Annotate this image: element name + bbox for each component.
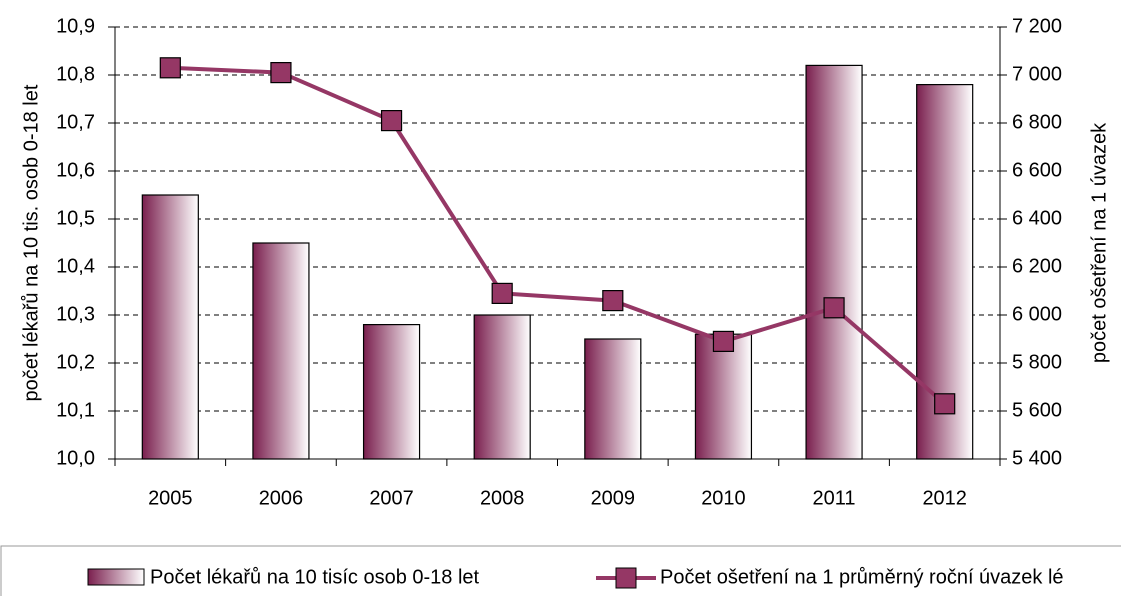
y2-tick-label: 5 800 <box>1012 351 1062 373</box>
marker <box>159 57 181 79</box>
marker <box>380 109 403 132</box>
y2-tick-label: 6 800 <box>1012 111 1062 133</box>
y-tick-label: 10,1 <box>56 399 95 421</box>
y-tick-label: 10,2 <box>56 351 95 373</box>
y-tick-label: 10,4 <box>56 255 95 277</box>
bar <box>694 333 753 460</box>
y2-tick-label: 6 400 <box>1012 207 1062 229</box>
y-tick-label: 10,3 <box>56 303 95 325</box>
y-tick-label: 10,5 <box>56 207 95 229</box>
line <box>170 65 946 406</box>
legend-marker <box>615 567 637 589</box>
x-tick-label: 2009 <box>591 487 636 509</box>
y-tick-label: 10,9 <box>56 15 95 37</box>
legend-label: Počet ošetření na 1 průměrný roční úvaze… <box>660 566 1064 588</box>
x-tick-label: 2005 <box>148 487 193 509</box>
legend-swatch <box>87 568 145 586</box>
legend-label: Počet lékařů na 10 tisíc osob 0-18 let <box>150 566 480 588</box>
y2-tick-label: 7 200 <box>1012 15 1062 37</box>
bar <box>252 242 310 460</box>
bar <box>141 194 199 460</box>
y2-tick-label: 6 600 <box>1012 159 1062 181</box>
y-tick-label: 10,8 <box>56 63 95 85</box>
bar <box>362 324 421 460</box>
y-axis-label: počet lékařů na 10 tis. osob 0-18 let <box>20 84 42 401</box>
marker <box>270 61 292 84</box>
y-tick-label: 10,7 <box>56 111 95 133</box>
marker <box>712 330 735 352</box>
x-tick-label: 2011 <box>813 487 856 509</box>
marker <box>491 282 513 304</box>
x-tick-label: 2006 <box>259 487 304 509</box>
y2-axis-label: počet ošetření na 1 úvazek <box>1088 122 1110 363</box>
bar <box>473 314 531 460</box>
y-tick-label: 10,0 <box>56 447 95 469</box>
bar <box>805 64 863 460</box>
legend-box <box>0 545 1121 596</box>
bar <box>584 338 642 460</box>
marker <box>934 393 956 415</box>
y2-tick-label: 5 400 <box>1012 447 1062 469</box>
x-tick-label: 2010 <box>701 487 746 509</box>
x-tick-label: 2008 <box>480 487 525 509</box>
y2-tick-label: 7 000 <box>1012 63 1062 85</box>
y2-tick-label: 5 600 <box>1012 399 1062 421</box>
x-tick-label: 2007 <box>369 487 414 509</box>
x-tick-label: 2012 <box>922 487 967 509</box>
y2-tick-label: 6 200 <box>1012 255 1062 277</box>
y2-tick-label: 6 000 <box>1012 303 1062 325</box>
y-tick-label: 10,6 <box>56 159 95 181</box>
marker <box>823 297 845 319</box>
marker <box>602 290 624 312</box>
